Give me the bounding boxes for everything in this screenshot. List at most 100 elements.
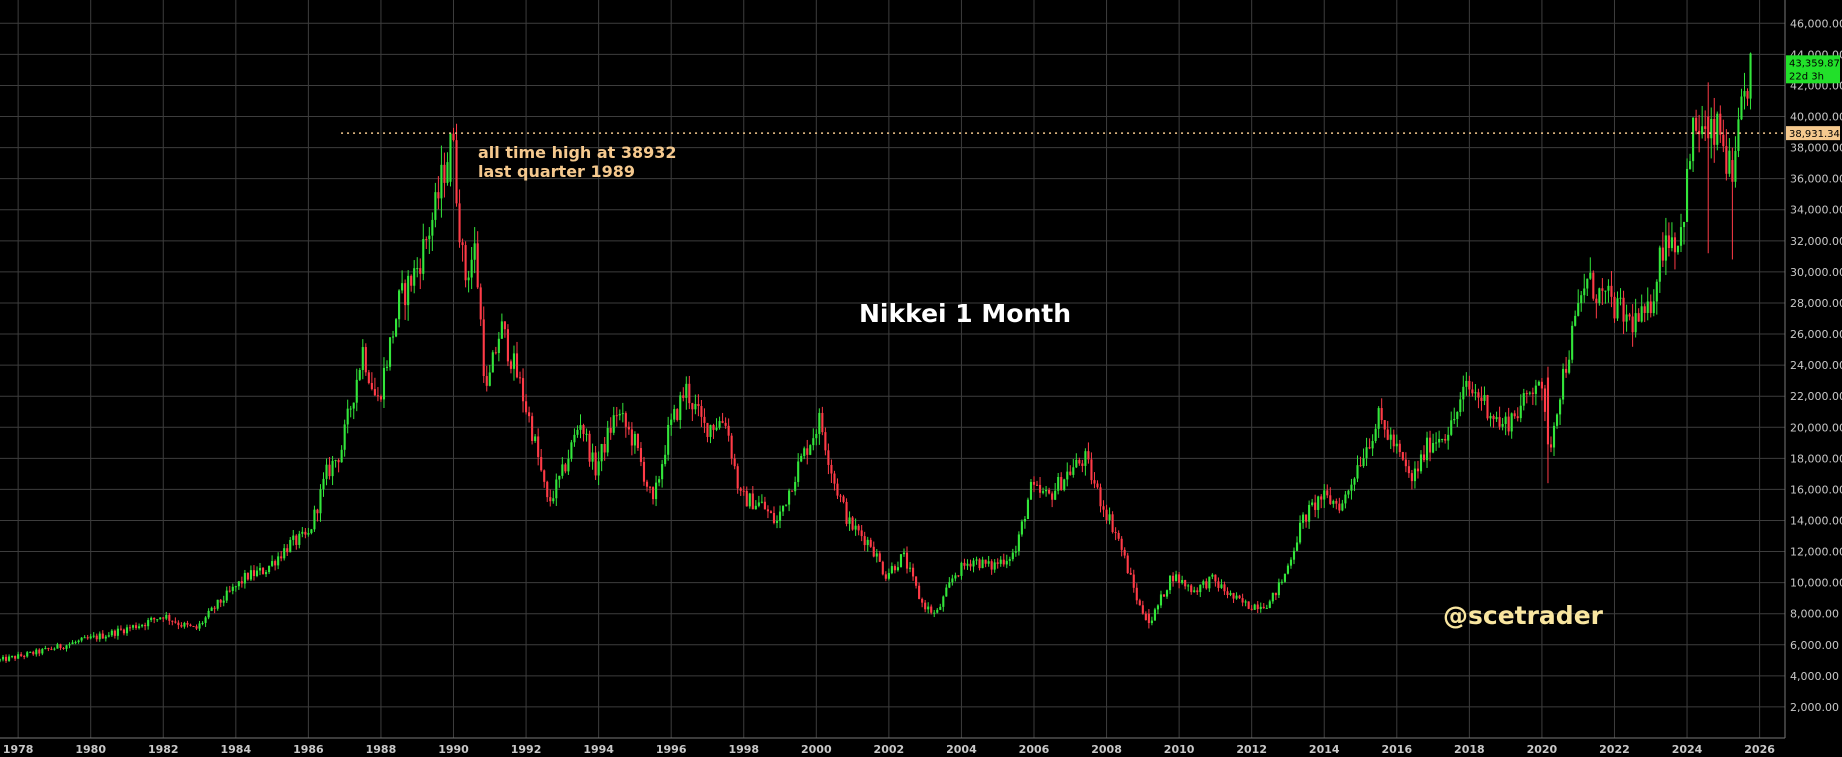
candle-body: [56, 644, 59, 649]
candle-body: [1610, 285, 1613, 297]
candle-body: [86, 637, 89, 639]
candle-body: [207, 610, 210, 618]
candle-body: [434, 192, 437, 220]
candle-body: [1643, 306, 1646, 313]
candle-body: [600, 444, 603, 462]
candle-body: [766, 509, 769, 512]
candle-body: [1038, 484, 1042, 493]
candle-body: [349, 408, 352, 410]
candle-body: [373, 389, 376, 396]
candle-body: [899, 554, 903, 568]
candle-body: [1078, 459, 1081, 464]
candle-body: [352, 402, 355, 409]
candle-body: [1695, 117, 1698, 131]
candle-body: [1546, 377, 1550, 445]
candle-body: [59, 644, 62, 648]
candle-body: [77, 640, 80, 643]
candle-body: [627, 426, 630, 430]
candle-body: [189, 624, 192, 627]
candle-body: [1746, 91, 1749, 99]
candle-body: [1159, 594, 1163, 606]
x-tick-label: 1998: [728, 743, 759, 756]
x-tick-label: 2022: [1599, 743, 1630, 756]
candle-body: [391, 336, 395, 338]
candle-body: [271, 561, 274, 566]
candle-body: [494, 352, 497, 354]
candle-body: [416, 268, 419, 270]
candle-body: [119, 628, 122, 630]
candle-body: [274, 561, 277, 566]
candle-body: [113, 630, 116, 636]
candle-body: [1438, 438, 1441, 443]
candle-body: [1465, 380, 1468, 387]
candle-body: [71, 642, 74, 645]
price-axis[interactable]: 2,000.00 4,000.00 6,000.00 8,000.00 10,000.0…: [1784, 0, 1842, 738]
candle-body: [1114, 532, 1117, 534]
candle-body: [280, 556, 283, 559]
candle-body: [960, 562, 963, 576]
candle-body: [1347, 490, 1350, 495]
candle-body: [1238, 595, 1241, 599]
candle-body: [180, 625, 183, 627]
candle-body: [1504, 416, 1507, 424]
candle-body: [476, 243, 479, 288]
candle-body: [1601, 288, 1604, 291]
candle-body: [1559, 399, 1562, 415]
candle-body: [549, 497, 552, 502]
candle-body: [231, 586, 234, 591]
candle-body: [594, 452, 597, 476]
candle-body: [1051, 493, 1054, 500]
candle-body: [1386, 429, 1389, 440]
candle-body: [1323, 490, 1326, 500]
candle-body: [1244, 601, 1247, 603]
candle-body: [1704, 126, 1707, 129]
candle-body: [147, 620, 150, 627]
candle-body: [1619, 297, 1622, 299]
candle-body: [385, 366, 389, 368]
candle-body: [1129, 572, 1132, 575]
candle-body: [1483, 395, 1486, 401]
candle-body: [1187, 585, 1190, 587]
candle-body: [691, 403, 694, 410]
time-axis[interactable]: 1978 1980 1982 1984 1986 1988 1990 1992 1994 1996…: [0, 737, 1785, 756]
candle-body: [775, 520, 779, 523]
candle-body: [1392, 434, 1395, 447]
candle-body: [1193, 590, 1196, 593]
candle-body: [682, 395, 685, 398]
candle-body: [1628, 314, 1631, 317]
candle-body: [785, 504, 788, 506]
candle-body: [1371, 440, 1374, 449]
candle-body: [543, 470, 546, 482]
candle-body: [1005, 560, 1008, 565]
candle-body: [1181, 580, 1184, 583]
candle-body: [358, 369, 361, 380]
candle-body: [283, 548, 286, 559]
candle-body: [860, 530, 863, 537]
candle-body: [110, 630, 113, 636]
candle-body: [1441, 438, 1444, 440]
candle-body: [1682, 221, 1686, 228]
candle-body: [1302, 514, 1305, 523]
candle-body: [404, 283, 407, 306]
candle-body: [141, 624, 144, 627]
candle-body: [531, 416, 534, 441]
candle-body: [706, 422, 709, 437]
candle-body: [1259, 606, 1262, 610]
candle-body: [1416, 468, 1420, 472]
candle-body: [1111, 514, 1114, 533]
candle-body: [803, 448, 806, 457]
candle-body: [1468, 380, 1471, 390]
candle-body: [1480, 397, 1483, 401]
candle-body: [1562, 368, 1565, 400]
candle-body: [697, 403, 700, 407]
y-tick-label: 2,000.00: [1790, 701, 1839, 714]
candle-body: [515, 353, 519, 378]
x-tick-label: 1994: [583, 743, 614, 756]
candle-body: [80, 637, 83, 641]
y-tick-label: 18,000.00: [1790, 452, 1842, 465]
candle-body: [301, 531, 304, 534]
candle-body: [664, 454, 667, 465]
candle-body: [497, 338, 500, 354]
candle-body: [1190, 585, 1193, 593]
